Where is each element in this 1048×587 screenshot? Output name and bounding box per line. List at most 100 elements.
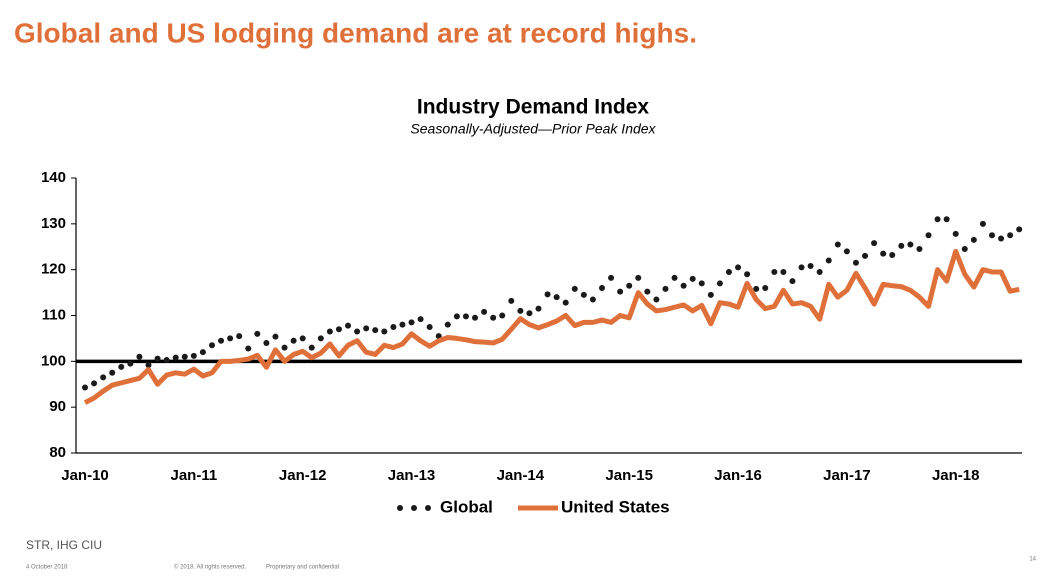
global-dot — [626, 282, 633, 289]
global-dot — [680, 282, 687, 289]
legend-label: Global — [440, 497, 493, 516]
global-dot — [408, 319, 415, 326]
global-dot — [317, 335, 324, 342]
page-number: 14 — [1029, 557, 1036, 563]
global-dot — [671, 274, 678, 281]
legend-marker — [411, 505, 417, 511]
global-dot — [517, 307, 524, 314]
global-dot — [771, 268, 778, 275]
global-dot — [1016, 226, 1023, 233]
global-dot — [762, 285, 769, 291]
global-dot — [716, 280, 723, 287]
global-dot — [236, 333, 243, 340]
global-dot — [580, 291, 587, 298]
global-dot — [381, 328, 388, 335]
y-tick-label: 80 — [49, 444, 66, 461]
headline: Global and US lodging demand are at reco… — [14, 17, 697, 48]
global-dot — [145, 362, 152, 368]
x-tick-label: Jan-18 — [932, 467, 980, 484]
global-dot — [952, 230, 959, 237]
global-dot — [508, 297, 515, 304]
y-tick-label: 100 — [41, 352, 66, 369]
global-dot — [199, 349, 206, 356]
global-dot — [354, 328, 361, 335]
global-dot — [943, 216, 950, 223]
global-dot — [118, 363, 125, 370]
global-dot — [589, 296, 596, 303]
global-dot — [335, 326, 342, 333]
us-line — [83, 248, 1020, 405]
legend-marker — [425, 505, 431, 511]
x-tick-label: Jan-11 — [170, 467, 217, 484]
global-dot — [426, 323, 433, 330]
global-dot — [190, 352, 197, 359]
global-dot — [100, 374, 107, 381]
global-dot — [218, 337, 225, 344]
global-dot — [780, 268, 787, 275]
global-dot — [880, 250, 887, 257]
global-dot — [263, 340, 270, 346]
global-dot — [979, 220, 986, 227]
global-dot — [444, 321, 451, 328]
global-dot — [925, 232, 932, 239]
source: STR, IHG CIU — [26, 538, 102, 552]
global-dot — [499, 312, 506, 319]
global-dot — [707, 291, 714, 298]
global-dot — [91, 380, 98, 387]
global-dot — [1007, 232, 1014, 239]
global-dot — [608, 274, 615, 281]
global-dot — [272, 333, 279, 340]
global-dot — [254, 330, 261, 337]
global-dot — [889, 252, 896, 258]
global-dot — [689, 275, 696, 282]
global-dot — [807, 263, 814, 269]
global-dot — [290, 337, 297, 344]
global-dot — [798, 264, 805, 271]
global-dot — [363, 325, 370, 332]
global-dot — [372, 327, 379, 334]
y-tick-label: 140 — [41, 169, 66, 186]
global-dot — [308, 344, 315, 351]
global-dot — [961, 246, 968, 253]
global-dot — [163, 356, 170, 363]
global-dot — [299, 335, 306, 342]
global-dot — [725, 268, 732, 275]
x-tick-label: Jan-12 — [279, 467, 327, 484]
global-dot — [526, 310, 533, 317]
global-dot — [481, 308, 488, 315]
global-dot — [562, 299, 569, 306]
global-dot — [490, 314, 497, 321]
x-tick-label: Jan-17 — [823, 467, 871, 484]
x-tick-label: Jan-13 — [388, 467, 436, 484]
global-dot — [227, 335, 234, 342]
global-dot — [345, 322, 352, 329]
chart-subtitle: Seasonally-Adjusted—Prior Peak Index — [410, 121, 656, 137]
footer-date: 4 October 2018 — [26, 565, 68, 571]
global-dot — [417, 316, 424, 323]
global-dot — [753, 285, 760, 292]
global-dot — [553, 294, 560, 301]
global-dot — [735, 264, 742, 271]
global-dot — [644, 288, 651, 295]
global-dot — [462, 313, 469, 320]
global-dot — [617, 288, 624, 295]
global-dot — [326, 328, 333, 335]
global-dot — [825, 257, 832, 264]
global-dot — [453, 313, 460, 320]
global-dot — [245, 345, 252, 352]
global-dot — [907, 241, 914, 248]
x-tick-label: Jan-14 — [497, 467, 545, 484]
global-dot — [82, 384, 88, 391]
global-dot — [816, 268, 823, 275]
x-tick-label: Jan-15 — [605, 467, 653, 484]
global-dot — [472, 314, 479, 321]
global-dot — [281, 344, 288, 351]
global-dot — [571, 285, 578, 292]
global-dot — [843, 248, 850, 255]
global-dot — [390, 323, 397, 330]
global-dot — [662, 285, 669, 292]
global-dot — [834, 241, 841, 248]
footer-confidential: Proprietary and confidential — [266, 565, 339, 571]
global-dot — [535, 305, 542, 312]
